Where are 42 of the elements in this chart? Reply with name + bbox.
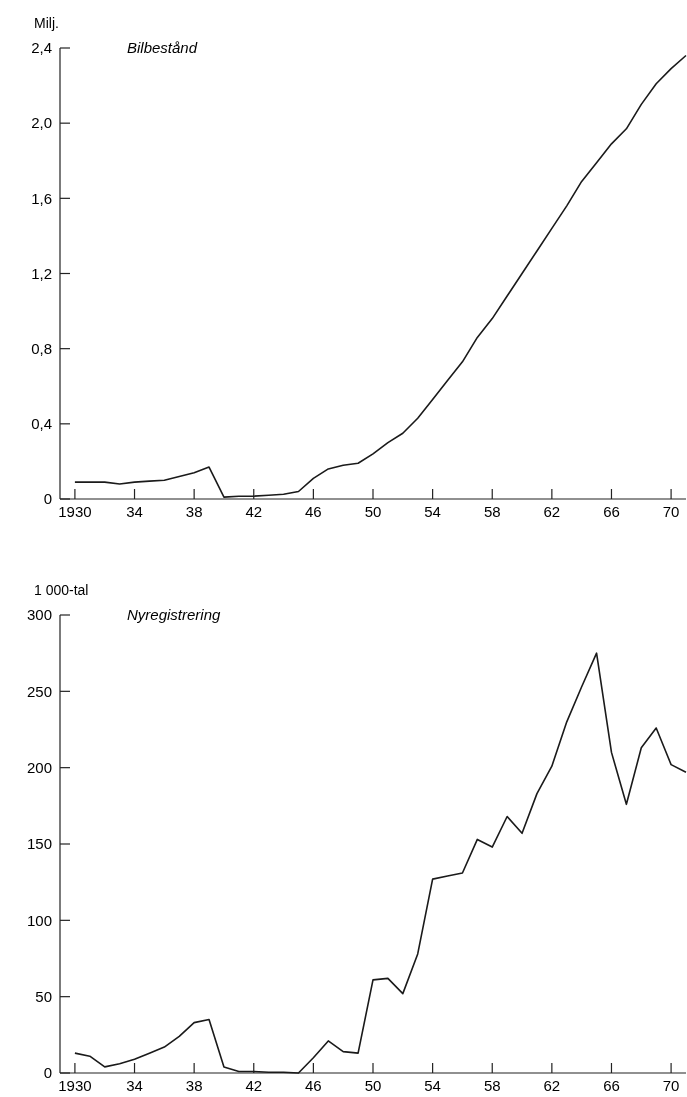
line-series (74, 54, 687, 498)
x-tick-label: 66 (603, 1077, 620, 1094)
y-tick-label: 1,2 (31, 264, 52, 282)
x-tick-label: 54 (424, 503, 441, 520)
y-tick-label: 300 (26, 606, 52, 624)
y-tick-label: 150 (26, 835, 52, 853)
y-tick-label: 1,6 (31, 189, 52, 207)
x-tick-label: 70 (662, 1077, 680, 1094)
y-axis-title: 1 000-tal (34, 582, 89, 598)
y-tick-label: 0 (43, 1064, 52, 1082)
y-tick-label: 2,4 (31, 39, 52, 57)
chart-title: Bilbestånd (127, 39, 198, 56)
y-tick-label: 2,0 (31, 114, 52, 132)
y-tick-label: 0,4 (31, 415, 52, 433)
y-tick-label: 50 (35, 987, 52, 1005)
x-tick-label: 70 (662, 503, 680, 520)
x-tick-label: 34 (126, 503, 143, 520)
y-tick-label: 200 (26, 758, 52, 776)
x-tick-label: 62 (543, 503, 561, 520)
x-tick-label: 50 (364, 1077, 382, 1094)
y-tick-label: 250 (26, 682, 52, 700)
y-tick-label: 0,8 (31, 339, 52, 357)
x-tick-label: 66 (603, 503, 620, 520)
x-tick-label: 42 (245, 503, 263, 520)
x-tick-label: 46 (305, 503, 322, 520)
y-axis-title: Milj. (34, 15, 59, 31)
x-tick-label: 54 (424, 1077, 441, 1094)
x-tick-label: 42 (245, 1077, 263, 1094)
x-tick-label: 46 (305, 1077, 322, 1094)
chart-title: Nyregistrering (127, 606, 222, 623)
x-tick-label: 34 (126, 1077, 143, 1094)
x-tick-label: 62 (543, 1077, 561, 1094)
x-tick-label: 1930 (58, 1077, 92, 1094)
x-tick-label: 38 (185, 1077, 203, 1094)
x-tick-label: 38 (185, 503, 203, 520)
y-tick-label: 0 (43, 490, 52, 508)
x-tick-label: 58 (483, 503, 501, 520)
x-tick-label: 1930 (58, 503, 92, 520)
y-tick-label: 100 (26, 911, 52, 929)
x-tick-label: 58 (483, 1077, 501, 1094)
line-series (74, 652, 687, 1074)
x-tick-label: 50 (364, 503, 382, 520)
